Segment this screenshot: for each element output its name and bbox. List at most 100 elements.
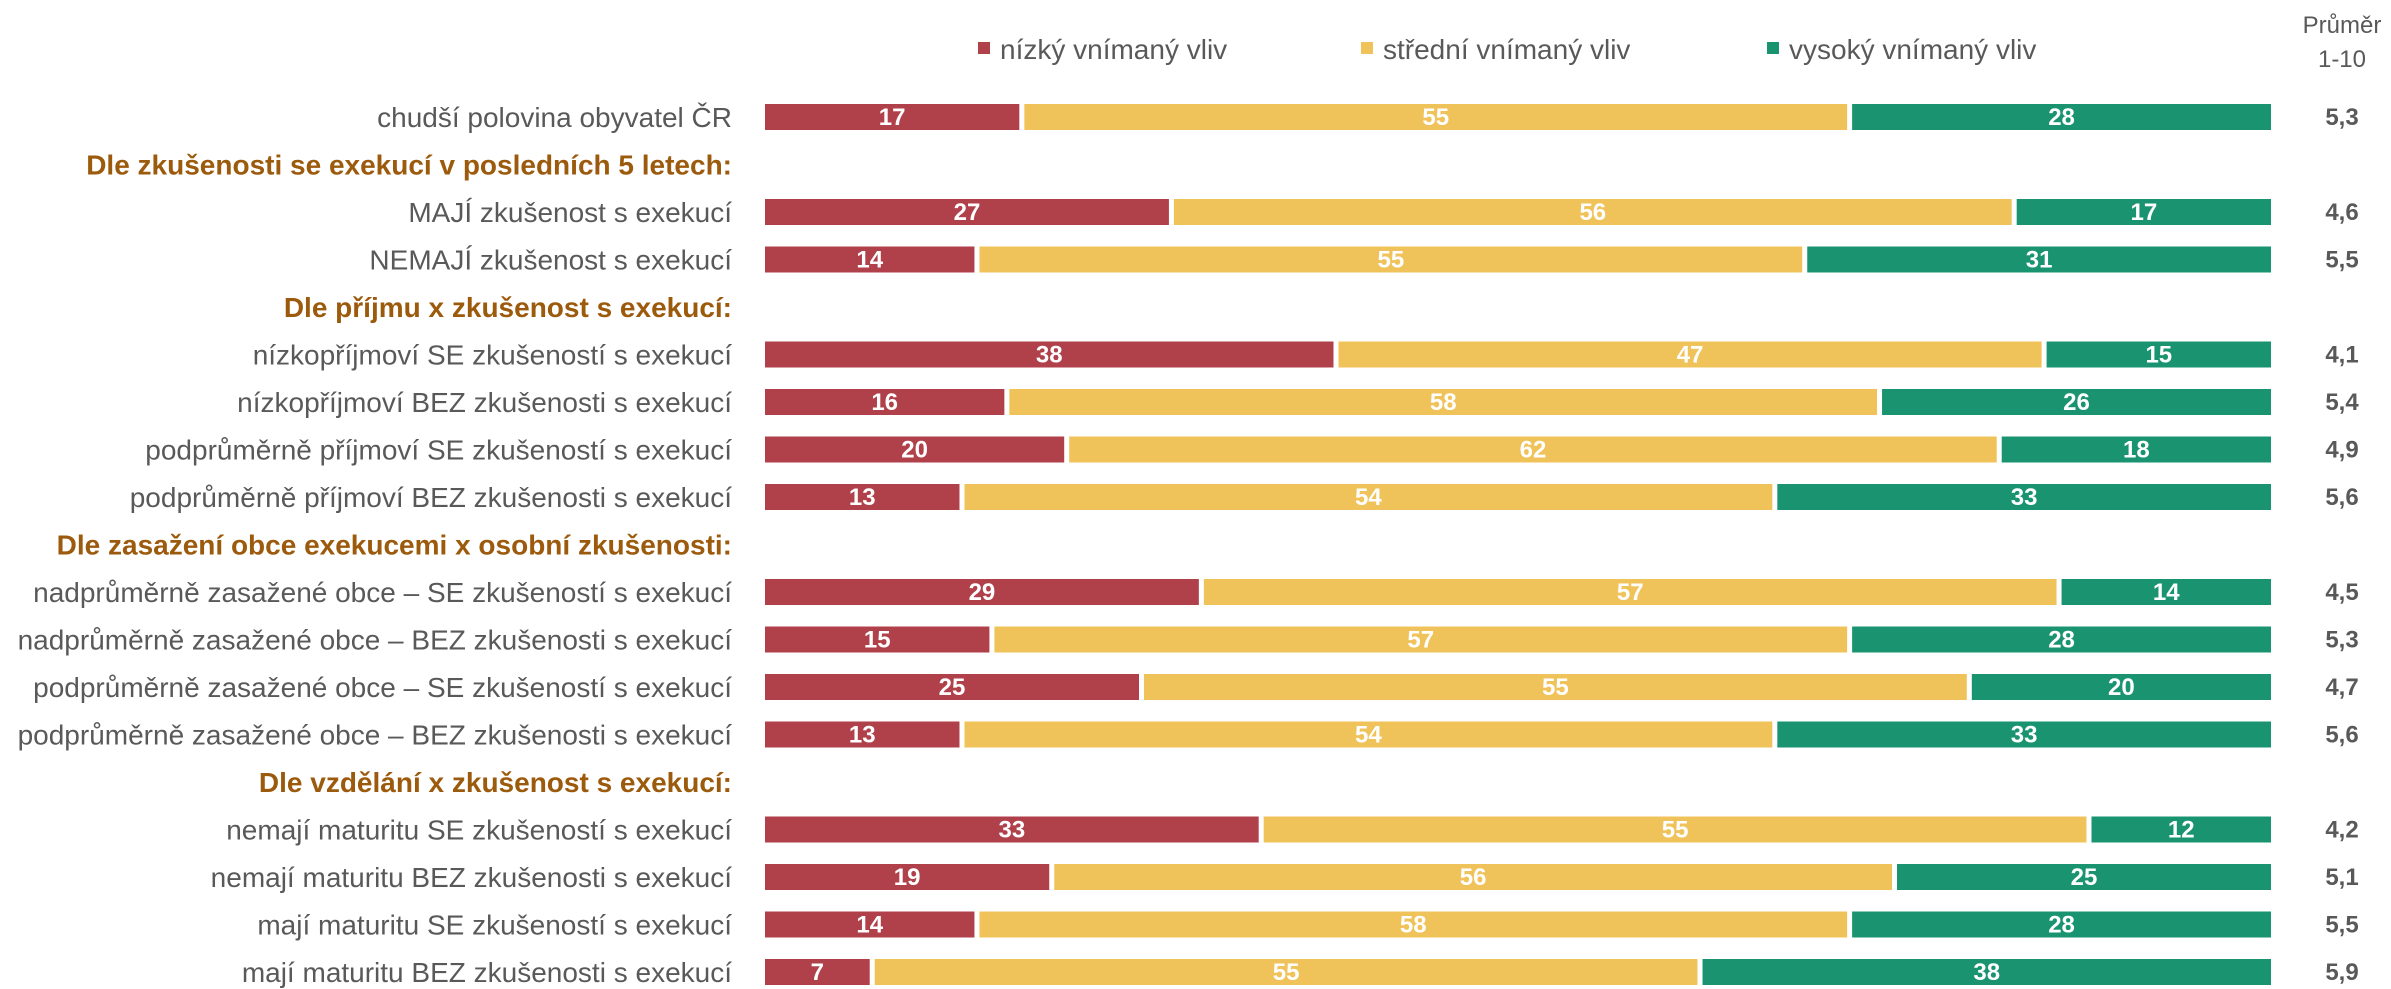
row-label: podprůměrně příjmoví SE zkušeností s exe… <box>145 435 732 466</box>
bar-segment-vysoky <box>1807 246 2271 273</box>
row-label: podprůměrně příjmoví BEZ zkušenosti s ex… <box>130 482 732 513</box>
bar-value-label-vysoky: 18 <box>2123 437 2150 464</box>
bar-value-label-stredni: 55 <box>1662 817 1689 844</box>
bar-value-label-nizky: 29 <box>969 579 996 606</box>
bar-segment-vysoky <box>2001 436 2271 463</box>
legend-label-vysoky: vysoký vnímaný vliv <box>1789 34 2036 65</box>
mean-value: 4,2 <box>2325 817 2358 844</box>
mean-value: 5,5 <box>2325 247 2358 274</box>
bar-value-label-vysoky: 15 <box>2145 342 2172 369</box>
row-label: nadprůměrně zasažené obce – SE zkušenost… <box>33 577 732 608</box>
bar-row: nadprůměrně zasažené obce – SE zkušenost… <box>33 577 2359 608</box>
bar-segment-stredni <box>874 959 1698 985</box>
bar-value-label-stredni: 56 <box>1460 864 1487 891</box>
row-label: nízkopříjmoví BEZ zkušenosti s exekucí <box>237 387 732 418</box>
bar-segment-vysoky <box>1971 674 2271 700</box>
bar-value-label-nizky: 17 <box>879 104 906 131</box>
bar-segment-nizky <box>765 436 1065 463</box>
bar-segment-stredni <box>1009 389 1878 415</box>
bar-row: nemají maturitu SE zkušeností s exekucí 3… <box>226 815 2358 846</box>
row-label: nemají maturitu BEZ zkušenosti s exekucí <box>211 862 733 893</box>
bar-row: nízkopříjmoví SE zkušeností s exekucí 38 4… <box>253 340 2359 371</box>
bar-value-label-nizky: 13 <box>849 484 876 511</box>
bar-row: chudší polovina obyvatel ČR 17 55 28 5,3 <box>377 102 2359 133</box>
bar-segment-vysoky <box>1852 911 2271 938</box>
mean-value: 4,9 <box>2325 437 2358 464</box>
bar-value-label-vysoky: 14 <box>2153 579 2180 606</box>
bar-value-label-vysoky: 20 <box>2108 674 2135 701</box>
row-label: NEMAJÍ zkušenost s exekucí <box>369 245 732 276</box>
bar-value-label-nizky: 14 <box>856 247 883 274</box>
legend-label-stredni: střední vnímaný vliv <box>1383 34 1630 65</box>
bar-value-label-vysoky: 26 <box>2063 389 2090 416</box>
row-label: nízkopříjmoví SE zkušeností s exekucí <box>253 340 733 371</box>
bar-value-label-nizky: 15 <box>864 627 891 654</box>
bar-segment-stredni <box>1173 199 2012 225</box>
bar-value-label-nizky: 19 <box>894 864 921 891</box>
bar-segment-stredni <box>1263 816 2087 843</box>
bar-value-label-stredni: 57 <box>1407 627 1434 654</box>
bar-value-label-stredni: 54 <box>1355 722 1382 749</box>
bar-segment-vysoky <box>1777 484 2271 510</box>
legend-swatch-vysoky <box>1767 42 1779 54</box>
bar-value-label-stredni: 56 <box>1579 199 1606 226</box>
bar-segment-stredni <box>979 911 1848 938</box>
bar-value-label-stredni: 55 <box>1273 959 1300 986</box>
bar-value-label-nizky: 25 <box>939 674 966 701</box>
section-heading: Dle zkušenosti se exekucí v posledních 5… <box>86 150 732 181</box>
row-label: mají maturitu BEZ zkušenosti s exekucí <box>242 957 732 988</box>
bar-segment-vysoky <box>1702 959 2271 985</box>
bar-row: nadprůměrně zasažené obce – BEZ zkušenos… <box>18 625 2359 656</box>
mean-column-header: Průměr 1-10 <box>2303 12 2382 73</box>
section-heading: Dle vzdělání x zkušenost s exekucí: <box>259 767 732 798</box>
bar-segment-vysoky <box>2091 816 2271 843</box>
bar-value-label-stredni: 58 <box>1400 912 1427 939</box>
mean-value: 5,1 <box>2325 864 2358 891</box>
bar-segment-nizky <box>765 246 975 273</box>
bar-row: podprůměrně zasažené obce – SE zkušenost… <box>33 672 2359 703</box>
bar-value-label-vysoky: 28 <box>2048 912 2075 939</box>
bar-segment-vysoky <box>1882 389 2271 415</box>
bar-segment-nizky <box>765 341 1334 368</box>
bar-value-label-nizky: 38 <box>1036 342 1063 369</box>
bar-segment-nizky <box>765 721 960 748</box>
row-label: chudší polovina obyvatel ČR <box>377 102 732 133</box>
bar-segment-nizky <box>765 816 1259 843</box>
bar-segment-nizky <box>765 389 1005 415</box>
mean-value: 5,3 <box>2325 104 2358 131</box>
bar-segment-vysoky <box>2061 579 2271 605</box>
mean-header-line-1: Průměr <box>2303 12 2382 39</box>
mean-value: 4,7 <box>2325 674 2358 701</box>
bar-row: nízkopříjmoví BEZ zkušenosti s exekucí 16… <box>237 387 2359 418</box>
bar-segment-nizky <box>765 674 1139 700</box>
bar-segment-vysoky <box>1852 626 2271 653</box>
mean-value: 5,5 <box>2325 912 2358 939</box>
bar-segment-vysoky <box>1897 864 2271 890</box>
bar-value-label-vysoky: 25 <box>2071 864 2098 891</box>
bar-value-label-stredni: 55 <box>1377 247 1404 274</box>
section-heading: Dle příjmu x zkušenost s exekucí: <box>284 292 732 323</box>
row-label: mají maturitu SE zkušeností s exekucí <box>257 910 732 941</box>
bar-row: podprůměrně zasažené obce – BEZ zkušenos… <box>18 720 2359 751</box>
bar-segment-stredni <box>979 246 1803 273</box>
bar-segment-nizky <box>765 864 1050 890</box>
mean-value: 4,1 <box>2325 342 2358 369</box>
bar-segment-nizky <box>765 959 870 985</box>
bar-segment-vysoky <box>1852 104 2271 130</box>
chart-legend: nízký vnímaný vliv střední vnímaný vliv vy… <box>978 34 2036 65</box>
bar-value-label-vysoky: 12 <box>2168 817 2195 844</box>
bar-value-label-stredni: 55 <box>1422 104 1449 131</box>
bar-value-label-nizky: 13 <box>849 722 876 749</box>
bar-segment-nizky <box>765 626 990 653</box>
bar-value-label-stredni: 57 <box>1617 579 1644 606</box>
bar-value-label-nizky: 33 <box>998 817 1025 844</box>
bar-row: mají maturitu BEZ zkušenosti s exekucí 7 5… <box>242 957 2359 988</box>
bar-value-label-nizky: 20 <box>901 437 928 464</box>
mean-value: 5,6 <box>2325 722 2358 749</box>
legend-swatch-nizky <box>978 42 990 54</box>
bar-value-label-vysoky: 17 <box>2130 199 2157 226</box>
bar-segment-nizky <box>765 579 1199 605</box>
bar-segment-nizky <box>765 104 1020 130</box>
mean-value: 4,5 <box>2325 579 2358 606</box>
